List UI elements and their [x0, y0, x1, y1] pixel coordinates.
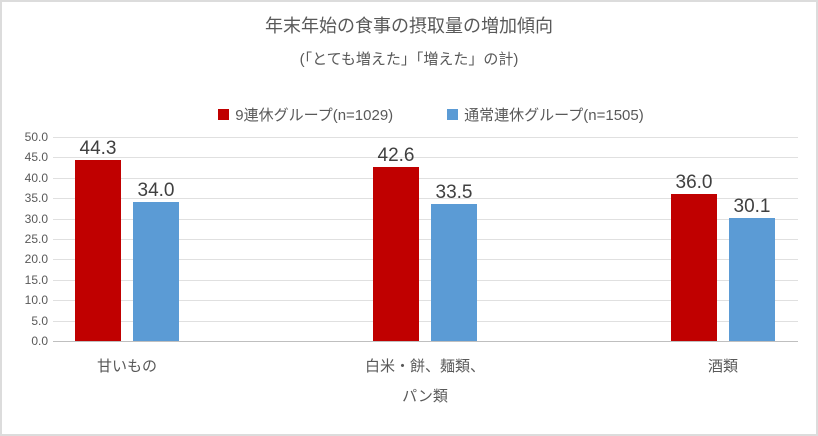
y-axis-tick-label: 40.0 — [24, 170, 48, 185]
category-label: 白米・餅、麺類、 パン類 — [364, 358, 485, 405]
legend-item-series-2: 通常連休グループ(n=1505) — [447, 104, 644, 125]
y-axis-tick-label: 10.0 — [24, 293, 48, 308]
chart-subtitle: (「とても増えた」「増えた」の計) — [299, 51, 519, 68]
y-axis-tick-label: 30.0 — [24, 211, 48, 226]
bar-red-cat2 — [373, 167, 419, 341]
legend-label-series-2: 通常連休グループ(n=1505) — [464, 107, 644, 124]
gridline — [53, 300, 798, 302]
gridline — [53, 259, 798, 261]
bar-blue-cat3 — [729, 218, 775, 341]
bar-red-cat3 — [671, 194, 717, 341]
y-axis-tick-label: 25.0 — [24, 232, 48, 246]
gridline — [53, 157, 798, 159]
gridline — [53, 198, 798, 200]
value-label: 36.0 — [675, 172, 713, 194]
bar-red-cat1 — [75, 160, 121, 341]
legend: 9連休グループ(n=1029) 通常連休グループ(n=1505) — [0, 104, 818, 125]
value-label: 33.5 — [435, 182, 473, 204]
gridline — [53, 320, 798, 322]
legend-label-series-1: 9連休グループ(n=1029) — [235, 107, 394, 124]
value-label: 44.3 — [79, 138, 117, 160]
y-axis-tick-label: 5.0 — [31, 313, 48, 328]
gridline — [53, 137, 798, 138]
x-axis-line — [53, 341, 798, 342]
bar-blue-cat2 — [431, 204, 477, 341]
legend-item-series-1: 9連休グループ(n=1029) — [218, 104, 393, 125]
y-axis-tick-label: 35.0 — [24, 191, 48, 206]
category-label: 酒類 — [707, 358, 738, 375]
y-axis-tick-label: 15.0 — [24, 272, 48, 287]
y-axis-tick-label: 45.0 — [24, 150, 48, 165]
gridline — [53, 177, 798, 179]
legend-marker-red — [218, 109, 230, 120]
gridline — [53, 218, 798, 220]
value-label: 42.6 — [377, 145, 415, 167]
value-label: 34.0 — [137, 180, 175, 202]
chart-title: 年末年始の食事の摂取量の増加傾向 — [265, 16, 553, 36]
y-axis-tick-label: 0.0 — [31, 334, 48, 348]
category-label: 甘いもの — [96, 358, 157, 375]
value-label: 30.1 — [733, 196, 771, 218]
legend-marker-blue — [447, 109, 459, 120]
bar-blue-cat1 — [133, 202, 179, 341]
gridline — [53, 279, 798, 281]
y-axis-tick-label: 50.0 — [24, 130, 48, 144]
y-axis-tick-label: 20.0 — [24, 252, 48, 267]
gridline — [53, 239, 798, 240]
